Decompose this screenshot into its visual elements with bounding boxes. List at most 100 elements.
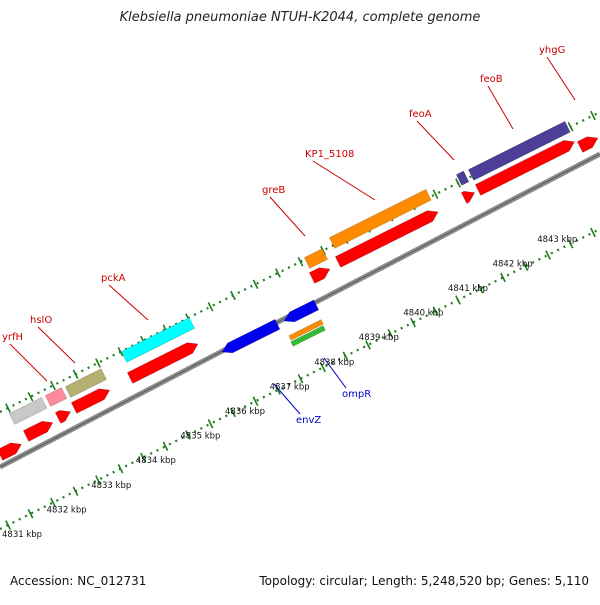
reverse-major-tick [545, 250, 551, 260]
scale-label: 4831 kbp [2, 530, 42, 540]
genome-title: Klebsiella pneumoniae NTUH-K2044, comple… [119, 10, 481, 25]
scale-label: 4841 kbp [448, 284, 488, 294]
leader-KP1_5108 [312, 160, 376, 201]
accession-label: Accession: NC_012731 [10, 574, 147, 588]
gene-label-KP1_5108: KP1_5108 [305, 149, 354, 160]
gene-label-yrfH: yrfH [2, 332, 23, 343]
gene-bar-pckA [120, 317, 196, 363]
cds-arrow [334, 210, 439, 268]
forward-major-tick [5, 403, 11, 413]
gene-label-pckA: pckA [101, 273, 126, 284]
gene-label-feoB: feoB [480, 74, 503, 85]
reverse-major-tick [72, 486, 79, 497]
forward-major-tick [207, 301, 214, 312]
forward-major-tick [117, 346, 124, 357]
scale-label: 4833 kbp [91, 481, 131, 491]
cds-arrow [460, 190, 476, 204]
cds-arrow [54, 410, 71, 424]
reverse-major-tick [185, 430, 191, 440]
gene-label-greB: greB [262, 185, 285, 196]
reverse-major-tick [5, 520, 11, 530]
reverse-major-tick [455, 295, 461, 305]
forward-major-tick [590, 110, 596, 121]
forward-major-tick [230, 290, 236, 301]
leader-feoB [487, 85, 514, 130]
forward-major-tick [95, 358, 101, 368]
gene-bar-KP1_5108 [328, 188, 432, 249]
leader-hslO [37, 326, 76, 364]
scale-label: 4842 kbp [493, 259, 533, 269]
reverse-major-tick [320, 362, 326, 373]
reverse-major-tick [410, 317, 416, 328]
cds-arrow [0, 442, 22, 461]
reverse-major-tick [432, 306, 439, 317]
gene-arrow-envZ-2 [283, 299, 320, 323]
forward-major-tick [455, 178, 461, 188]
forward-major-tick [432, 189, 439, 200]
reverse-major-tick [500, 272, 506, 283]
cds-arrow [308, 267, 331, 284]
reverse-major-tick [230, 407, 236, 418]
cds-arrow [474, 140, 576, 196]
reverse-major-tick [297, 373, 304, 384]
leader-ompR [323, 357, 347, 389]
scale-label: 4835 kbp [180, 432, 220, 442]
gene-label-yhgG: yhgG [539, 45, 565, 56]
reverse-major-tick [342, 351, 349, 362]
forward-major-tick [297, 256, 304, 267]
reverse-major-tick [207, 418, 214, 429]
cds-arrow [126, 342, 199, 384]
gene-bar-olive [64, 368, 107, 398]
scale-label: 4843 kbp [537, 235, 577, 245]
gene-label-feoA: feoA [409, 109, 432, 120]
gene-label-envZ: envZ [296, 415, 321, 426]
scale-label: 4838 kbp [314, 358, 354, 368]
cds-arrow [70, 388, 111, 414]
gene-label-ompR: ompR [342, 389, 371, 400]
scale-label: 4837 kbp [270, 382, 310, 392]
leader-yrfH [9, 343, 48, 382]
reverse-major-tick [162, 441, 169, 452]
forward-major-tick [27, 391, 34, 402]
leader-envZ [273, 383, 301, 415]
leader-pckA [108, 284, 149, 321]
reverse-major-tick [477, 283, 484, 294]
scale-label: 4834 kbp [136, 456, 176, 466]
gene-bar-feoA [455, 170, 470, 186]
gene-bar-ompR-orange [288, 319, 324, 341]
gene-bar-greB [303, 248, 328, 269]
leader-yhgG [546, 56, 576, 101]
scale-label: 4836 kbp [225, 407, 265, 417]
forward-major-tick [50, 380, 56, 391]
reverse-major-tick [590, 227, 596, 238]
forward-major-tick [252, 279, 259, 290]
reverse-major-tick [252, 396, 259, 407]
cds-arrow [22, 420, 54, 442]
genome-summary: Topology: circular; Length: 5,248,520 bp… [259, 574, 589, 588]
gene-bar-feoB [467, 120, 571, 181]
reverse-major-tick [387, 328, 394, 339]
forward-major-tick [567, 121, 574, 132]
gene-label-hslO: hslO [30, 315, 52, 326]
leader-greB [269, 196, 306, 237]
gene-bar-yrfH [8, 397, 48, 425]
reverse-major-tick [50, 497, 56, 508]
gene-bar-hslO [44, 387, 68, 407]
scale-label: 4840 kbp [403, 309, 443, 319]
reverse-major-tick [567, 238, 574, 249]
leader-feoA [416, 120, 455, 161]
forward-major-tick [275, 268, 281, 278]
reverse-major-tick [522, 261, 529, 272]
gene-arrow-envZ [221, 318, 281, 354]
reverse-major-tick [365, 340, 371, 350]
forward-major-tick [72, 369, 79, 380]
scale-label: 4839 kbp [359, 333, 399, 343]
gene-bar-ompR-green [290, 325, 326, 347]
scale-label: 4832 kbp [47, 505, 87, 515]
reverse-major-tick [27, 508, 34, 519]
cds-arrow [576, 136, 599, 153]
reverse-major-tick [95, 475, 101, 485]
reverse-major-tick [117, 463, 124, 474]
